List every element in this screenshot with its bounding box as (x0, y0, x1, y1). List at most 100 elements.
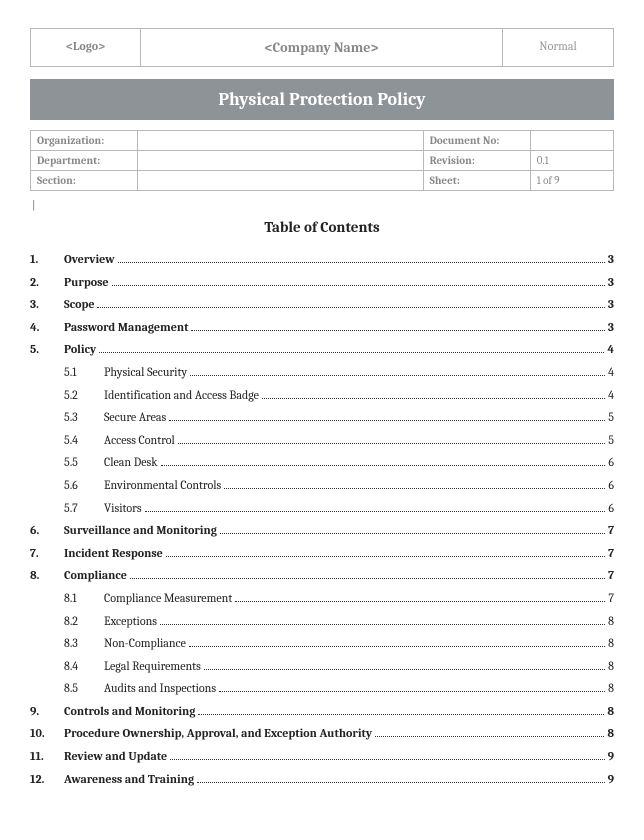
toc-leader (166, 556, 605, 557)
toc-subnumber: 8.5 (64, 679, 104, 698)
meta-value (138, 151, 424, 171)
toc-leader (204, 669, 605, 670)
toc-leader (197, 782, 605, 783)
toc-subtitle: Visitors (104, 499, 142, 518)
toc-subtitle: Legal Requirements (104, 657, 201, 676)
toc-number: 7. (30, 544, 64, 563)
toc-leader (190, 375, 605, 376)
toc-subtitle: Identification and Access Badge (104, 386, 259, 405)
toc-number: 5. (30, 340, 64, 359)
toc-leader (235, 601, 605, 602)
logo-placeholder: <Logo> (31, 29, 141, 66)
meta-label: Document No: (423, 131, 530, 151)
toc-subpage: 6 (608, 476, 614, 495)
document-title: Physical Protection Policy (30, 79, 614, 120)
meta-row: Section: Sheet:1 of 9 (31, 171, 614, 191)
toc-leader (220, 533, 605, 534)
meta-label: Section: (31, 171, 138, 191)
toc-page: 7 (608, 521, 614, 540)
meta-value (138, 131, 424, 151)
toc-leader (219, 691, 605, 692)
toc-subnumber: 8.3 (64, 634, 104, 653)
toc-leader (262, 398, 605, 399)
toc-title: Procedure Ownership, Approval, and Excep… (64, 724, 372, 743)
toc-subtitle: Exceptions (104, 612, 157, 631)
toc-subpage: 6 (608, 453, 614, 472)
toc-heading: Table of Contents (30, 218, 614, 236)
toc-number: 10. (30, 724, 64, 743)
toc-page: 3 (608, 273, 614, 292)
text-cursor: | (30, 199, 614, 212)
toc-subtitle: Non-Compliance (104, 634, 186, 653)
toc-title: Overview (64, 250, 115, 269)
toc-title: Surveillance and Monitoring (64, 521, 217, 540)
toc-leader (224, 488, 605, 489)
toc-subnumber: 5.3 (64, 408, 104, 427)
toc-subtitle: Access Control (104, 431, 175, 450)
toc-title: Review and Update (64, 747, 167, 766)
toc-number: 8. (30, 566, 64, 585)
toc-subnumber: 5.7 (64, 499, 104, 518)
toc-leader (160, 624, 605, 625)
toc-entry: 10.Procedure Ownership, Approval, and Ex… (30, 724, 614, 743)
toc-leader (169, 420, 605, 421)
toc-page: 7 (608, 566, 614, 585)
toc-entry: 4.Password Management 3 (30, 318, 614, 337)
toc-number: 4. (30, 318, 64, 337)
toc-title: Compliance (64, 566, 127, 585)
meta-value: 0.1 (530, 151, 613, 171)
toc-subpage: 8 (608, 634, 614, 653)
toc-leader (191, 330, 604, 331)
toc-leader (375, 736, 604, 737)
toc-subnumber: 8.2 (64, 612, 104, 631)
toc-page: 8 (607, 724, 614, 743)
toc-leader (170, 759, 604, 760)
toc-subtitle: Compliance Measurement (104, 589, 232, 608)
toc-page: 9 (608, 770, 614, 789)
meta-row: Organization:Document No: (31, 131, 614, 151)
toc-entry: 9.Controls and Monitoring 8 (30, 702, 614, 721)
toc-subpage: 5 (608, 431, 614, 450)
toc-page: 4 (607, 340, 614, 359)
meta-row: Department:Revision:0.1 (31, 151, 614, 171)
toc-subentry: 8.5Audits and Inspections8 (30, 679, 614, 698)
toc-title: Controls and Monitoring (64, 702, 195, 721)
toc-title: Awareness and Training (64, 770, 194, 789)
toc-subnumber: 8.1 (64, 589, 104, 608)
toc-number: 2. (30, 273, 64, 292)
meta-value (138, 171, 424, 191)
meta-label: Sheet: (423, 171, 530, 191)
toc-number: 12. (30, 770, 64, 789)
toc-leader (130, 578, 605, 579)
toc-subpage: 4 (608, 363, 614, 382)
toc-title: Incident Response (64, 544, 163, 563)
toc-subentry: 5.5Clean Desk6 (30, 453, 614, 472)
toc-leader (189, 646, 605, 647)
meta-label: Department: (31, 151, 138, 171)
toc-title: Purpose (64, 273, 109, 292)
toc-subentry: 8.1Compliance Measurement7 (30, 589, 614, 608)
toc-subpage: 8 (608, 612, 614, 631)
toc-subnumber: 5.4 (64, 431, 104, 450)
toc-leader (99, 352, 604, 353)
toc-page: 7 (608, 544, 614, 563)
toc-subnumber: 5.2 (64, 386, 104, 405)
document-header: <Logo> <Company Name> Normal (30, 28, 614, 67)
toc-subnumber: 5.1 (64, 363, 104, 382)
toc-title: Password Management (64, 318, 188, 337)
toc-page: 8 (607, 702, 614, 721)
toc-subtitle: Secure Areas (104, 408, 166, 427)
toc-subpage: 4 (608, 386, 614, 405)
toc-subpage: 6 (608, 499, 614, 518)
meta-value: 1 of 9 (530, 171, 613, 191)
toc-subtitle: Environmental Controls (104, 476, 221, 495)
toc-subnumber: 5.6 (64, 476, 104, 495)
toc-leader (118, 262, 605, 263)
toc-entry: 1.Overview 3 (30, 250, 614, 269)
toc-number: 11. (30, 747, 64, 766)
toc-leader (145, 511, 606, 512)
toc-subentry: 5.7Visitors 6 (30, 499, 614, 518)
toc-title: Scope (64, 295, 94, 314)
toc-entry: 2.Purpose 3 (30, 273, 614, 292)
toc-leader (178, 443, 606, 444)
